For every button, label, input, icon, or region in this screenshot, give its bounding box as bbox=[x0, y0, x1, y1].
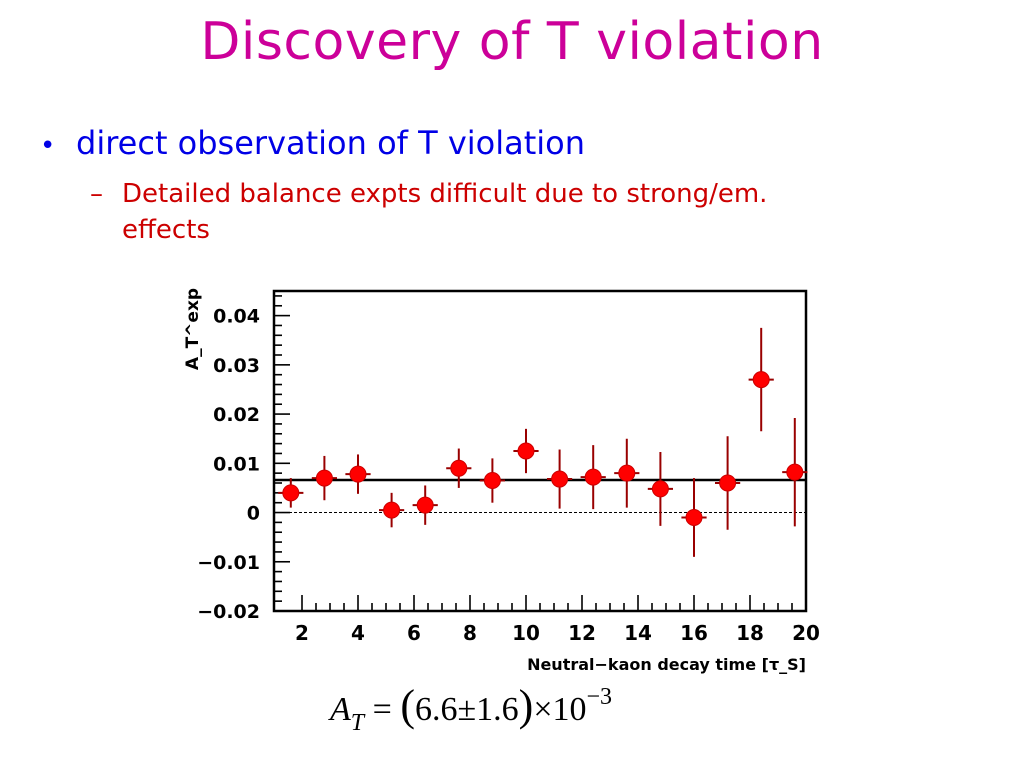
x-tick-label: 18 bbox=[736, 621, 764, 645]
data-point bbox=[786, 463, 804, 481]
data-point bbox=[315, 469, 333, 487]
x-tick-label: 20 bbox=[792, 621, 820, 645]
data-point bbox=[416, 496, 434, 514]
formula-open-paren: ( bbox=[400, 681, 415, 730]
sub-bullet-marker: – bbox=[90, 179, 103, 209]
plot-frame bbox=[272, 289, 808, 613]
y-tick-label: 0.01 bbox=[213, 453, 260, 475]
data-point bbox=[349, 465, 367, 483]
x-tick-label: 8 bbox=[463, 621, 477, 645]
data-point bbox=[282, 484, 300, 502]
y-tick-label: 0.03 bbox=[213, 355, 260, 377]
formula-times: × bbox=[533, 691, 553, 728]
bullet-item: • direct observation of T violation bbox=[40, 124, 585, 162]
data-point bbox=[383, 501, 401, 519]
x-tick-label: 6 bbox=[407, 621, 421, 645]
page-title: Discovery of T violation bbox=[200, 12, 824, 72]
x-tick-label: 4 bbox=[351, 621, 365, 645]
data-point bbox=[551, 470, 569, 488]
formula-pm: ± bbox=[457, 691, 477, 728]
formula-exponent: −3 bbox=[586, 683, 613, 710]
x-tick-label: 10 bbox=[512, 621, 540, 645]
formula-equals: = bbox=[372, 691, 392, 728]
y-tick-label: −0.01 bbox=[197, 552, 260, 574]
chart: −0.02 −0.01 0 0.01 0.02 0.03 0.04 2 4 6 8 10 12 14 16 1… bbox=[170, 280, 830, 679]
x-axis-label: Neutral−kaon decay time [τ_S] bbox=[527, 655, 806, 674]
result-formula: AT = (6.6±1.6)×10−3 bbox=[330, 680, 613, 736]
y-tick-label: 0.02 bbox=[213, 404, 260, 426]
data-point bbox=[618, 464, 636, 482]
y-tick-label: 0.04 bbox=[213, 306, 260, 328]
data-point bbox=[752, 371, 770, 389]
sub-bullet-text: Detailed balance expts difficult due to … bbox=[122, 179, 768, 245]
formula-symbol: A bbox=[330, 691, 351, 728]
asymmetry-plot: −0.02 −0.01 0 0.01 0.02 0.03 0.04 2 4 6 8 10 12 14 16 1… bbox=[183, 288, 820, 674]
data-point bbox=[517, 442, 535, 460]
formula-error: 1.6 bbox=[476, 691, 519, 728]
data-point bbox=[450, 459, 468, 477]
formula-value: 6.6 bbox=[414, 691, 458, 728]
data-point bbox=[483, 472, 501, 490]
data-point bbox=[719, 474, 737, 492]
bullet-text: direct observation of T violation bbox=[76, 124, 586, 162]
y-tick-label: 0 bbox=[247, 503, 260, 525]
data-point bbox=[651, 480, 669, 498]
data-point bbox=[685, 508, 703, 526]
y-axis-label: A_T^exp bbox=[183, 288, 203, 370]
sub-bullet-item: – Detailed balance expts difficult due t… bbox=[90, 176, 770, 248]
x-tick-label: 12 bbox=[568, 621, 596, 645]
data-point bbox=[584, 468, 602, 486]
x-tick-label: 14 bbox=[624, 621, 652, 645]
formula-base: 10 bbox=[552, 691, 587, 728]
x-tick-label: 16 bbox=[680, 621, 708, 645]
formula-close-paren: ) bbox=[518, 681, 534, 730]
bullet-marker: • bbox=[40, 131, 56, 161]
formula-subscript: T bbox=[350, 709, 365, 736]
y-tick-label: −0.02 bbox=[197, 601, 260, 623]
x-tick-label: 2 bbox=[295, 621, 309, 645]
